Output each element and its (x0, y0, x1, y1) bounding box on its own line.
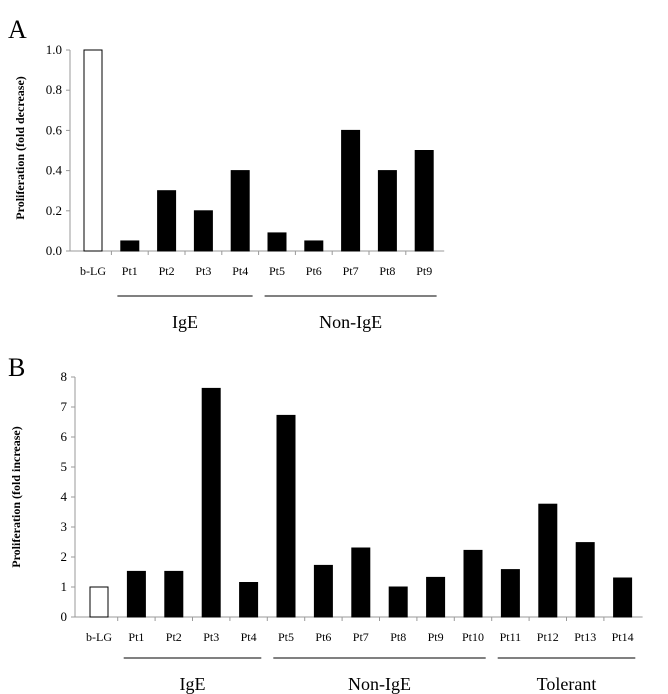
panel-b-letter: B (8, 353, 25, 382)
y-tick-label: 0.2 (46, 203, 62, 218)
bar-pt6 (313, 564, 333, 618)
panel-b-category-labels: b-LG Pt1 Pt2 Pt3 Pt4 Pt5 Pt6 Pt7 Pt8 Pt9 Pt10 Pt11 P… (86, 630, 634, 644)
y-tick-label: 1 (61, 579, 68, 594)
x-tick-label-pt3: Pt3 (203, 630, 219, 644)
x-tick-label-pt11: Pt11 (500, 630, 522, 644)
y-tick-label: 1.0 (46, 42, 62, 57)
y-tick-label: 0.4 (46, 163, 63, 178)
panel-a-letter: A (8, 15, 27, 44)
panel-a: A Proliferation (fold decrease) 0.0 0.2 0.… (8, 15, 445, 332)
bar-pt8 (388, 586, 408, 618)
y-tick-label: 3 (61, 519, 68, 534)
x-tick-label-pt9: Pt9 (428, 630, 444, 644)
group-label-ige: IgE (180, 674, 206, 694)
y-tick-label: 2 (61, 549, 68, 564)
y-tick-label: 0 (61, 609, 68, 624)
x-tick-label-pt9: Pt9 (416, 264, 432, 278)
panel-a-category-labels: b-LG Pt1 Pt2 Pt3 Pt4 Pt5 Pt6 Pt7 Pt8 Pt9 (80, 264, 432, 278)
bar-pt5 (276, 414, 296, 618)
x-tick-label-pt1: Pt1 (128, 630, 144, 644)
x-tick-label-b-lg: b-LG (86, 630, 112, 644)
y-tick-label: 0.0 (46, 243, 62, 258)
bar-pt3 (201, 387, 221, 618)
bar-pt4 (230, 170, 250, 252)
bar-pt7 (351, 547, 371, 618)
panel-b-group-brackets: IgE Non-IgE Tolerant (123, 657, 636, 694)
y-tick-label: 8 (61, 369, 68, 384)
bar-pt3 (193, 210, 213, 252)
y-tick-label: 0.6 (46, 122, 63, 137)
panel-b-y-axis-label: Proliferation (fold increase) (9, 426, 23, 568)
bar-pt13 (575, 542, 595, 618)
y-tick-label: 6 (61, 429, 68, 444)
group-label-ige: IgE (172, 312, 198, 332)
bar-pt10 (463, 549, 483, 618)
bar-b-lg (83, 49, 103, 252)
x-tick-label-pt12: Pt12 (537, 630, 559, 644)
bar-pt9 (414, 150, 434, 252)
x-tick-label-pt4: Pt4 (232, 264, 248, 278)
x-tick-label-pt6: Pt6 (306, 264, 322, 278)
bar-pt1 (126, 570, 146, 618)
y-tick-label: 4 (61, 489, 68, 504)
panel-b: B Proliferation (fold increase) 0 1 2 3 4 5 6 7… (8, 353, 643, 694)
bar-pt2 (157, 190, 177, 252)
bar-pt9 (426, 576, 446, 618)
bar-pt12 (538, 503, 558, 618)
panel-a-bars (83, 49, 434, 252)
bar-pt8 (377, 170, 397, 252)
group-label-non-ige: Non-IgE (319, 312, 382, 332)
x-tick-label-pt8: Pt8 (390, 630, 406, 644)
bar-pt7 (341, 129, 361, 252)
group-label-non-ige: Non-IgE (348, 674, 411, 694)
panel-a-group-brackets: IgE Non-IgE (117, 295, 437, 332)
panel-b-bars (89, 387, 633, 618)
x-tick-label-pt8: Pt8 (379, 264, 395, 278)
x-tick-label-pt4: Pt4 (241, 630, 257, 644)
x-tick-label-pt7: Pt7 (353, 630, 369, 644)
x-tick-label-pt14: Pt14 (612, 630, 634, 644)
bar-pt11 (500, 569, 520, 618)
bar-pt5 (267, 232, 287, 252)
bar-pt4 (239, 582, 259, 618)
bar-b-lg (89, 586, 109, 618)
x-tick-label-pt1: Pt1 (122, 264, 138, 278)
bar-pt6 (304, 240, 324, 252)
x-tick-label-pt7: Pt7 (343, 264, 359, 278)
y-tick-label: 0.8 (46, 82, 62, 97)
x-tick-label-pt3: Pt3 (195, 264, 211, 278)
x-tick-label-pt5: Pt5 (278, 630, 294, 644)
x-tick-label-pt10: Pt10 (462, 630, 484, 644)
bar-pt14 (613, 577, 633, 618)
y-tick-label: 7 (61, 399, 68, 414)
y-tick-label: 5 (61, 459, 68, 474)
group-label-tolerant: Tolerant (537, 674, 597, 694)
panel-a-y-axis-label: Proliferation (fold decrease) (13, 76, 27, 220)
x-tick-label-pt2: Pt2 (159, 264, 175, 278)
x-tick-label-pt13: Pt13 (574, 630, 596, 644)
x-tick-label-pt2: Pt2 (166, 630, 182, 644)
bar-pt2 (164, 570, 184, 618)
x-tick-label-pt5: Pt5 (269, 264, 285, 278)
bar-pt1 (120, 240, 140, 252)
x-tick-label-b-lg: b-LG (80, 264, 106, 278)
x-tick-label-pt6: Pt6 (315, 630, 331, 644)
